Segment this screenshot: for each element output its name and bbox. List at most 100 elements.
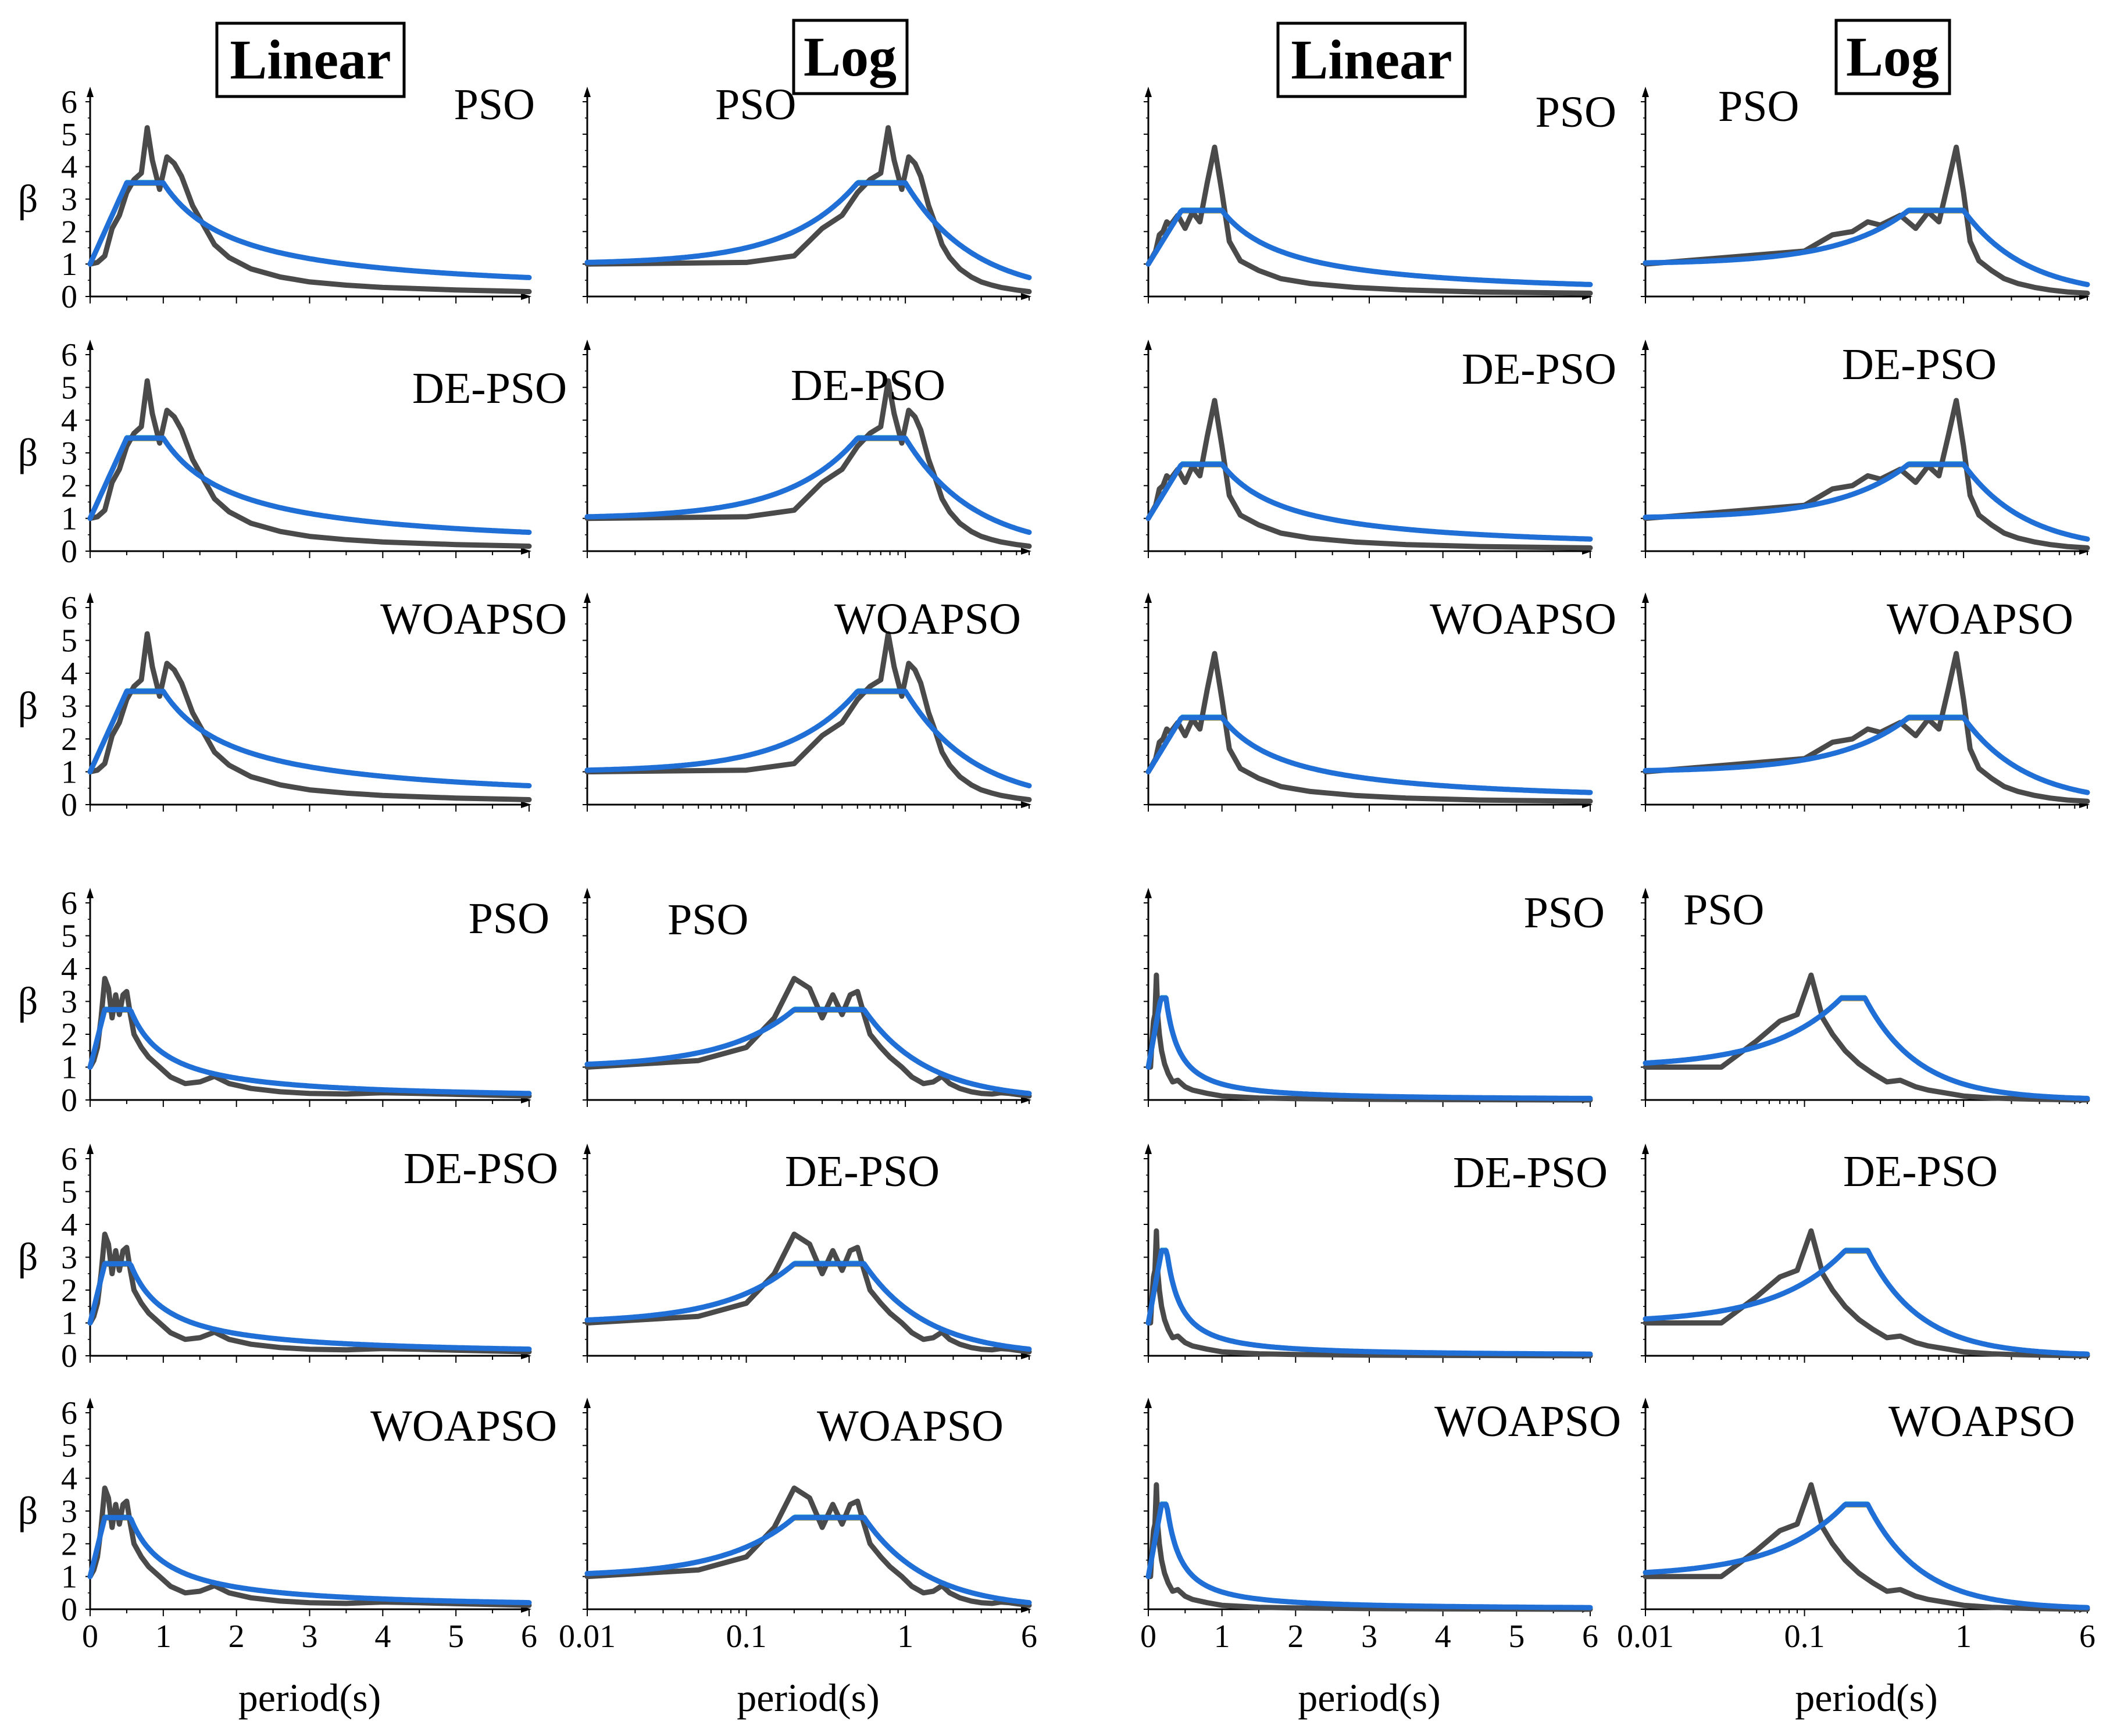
- y-axis-arrow: [584, 87, 591, 97]
- y-axis-title: β: [18, 430, 38, 474]
- y-tick-label: 0: [61, 1338, 77, 1374]
- y-tick-label: 3: [61, 984, 77, 1020]
- y-tick-label: 1: [61, 1050, 77, 1086]
- fit-spectrum-line: [1643, 715, 2090, 795]
- y-axis-arrow: [87, 592, 94, 603]
- y-tick-label: 3: [61, 1494, 77, 1530]
- panel: DE-PSO: [1641, 340, 2090, 558]
- y-tick-label: 0: [61, 534, 77, 570]
- y-axis-arrow: [1145, 340, 1152, 350]
- method-label: PSO: [715, 80, 796, 129]
- method-label: DE-PSO: [1843, 1147, 1998, 1196]
- method-label: WOAPSO: [1888, 1397, 2075, 1446]
- record-spectrum-line: [87, 378, 532, 549]
- fit-spectrum-line: [1145, 715, 1593, 795]
- panel: WOAPSO: [1144, 592, 1616, 812]
- record-spectrum-line: [1643, 1228, 2090, 1359]
- record-spectrum-line: [584, 1231, 1032, 1355]
- x-axis-title: period(s): [1298, 1676, 1440, 1720]
- method-label: PSO: [454, 80, 535, 129]
- fit-spectrum-line: [87, 180, 532, 280]
- x-tick-label: 0.01: [1617, 1619, 1674, 1655]
- fit-spectrum-line: [1643, 1502, 2090, 1610]
- x-axis-labels: 0 1 2 3 4 5 6 period(s) 0.01 0.1 1 6 period(s) 0 1 2 3 4 5…: [82, 1619, 2095, 1720]
- y-tick-label: 2: [61, 1017, 77, 1053]
- x-axis-arrow: [1021, 1606, 1031, 1613]
- y-tick-label: 6: [61, 84, 77, 120]
- header-log-right: Log: [1846, 26, 1939, 88]
- fit-spectrum-line: [584, 435, 1032, 535]
- panel: PSO: [583, 80, 1032, 303]
- record-spectrum-line: [1145, 144, 1593, 296]
- record-spectrum-line: [1643, 144, 2090, 296]
- y-axis-arrow: [1145, 888, 1152, 898]
- fit-spectrum-line: [87, 435, 532, 535]
- y-tick-label: 1: [61, 247, 77, 283]
- panel: DE-PSO: [1641, 1144, 2090, 1363]
- fit-spectrum-line: [1643, 208, 2090, 287]
- y-tick-label: 4: [61, 1207, 77, 1243]
- y-axis-arrow: [1642, 1144, 1649, 1154]
- y-axis-arrow: [1642, 87, 1649, 97]
- panel: WOAPSO: [1641, 1397, 2090, 1616]
- y-axis-arrow: [1145, 87, 1152, 97]
- fit-spectrum-line: [584, 180, 1032, 280]
- y-tick-label: 4: [61, 951, 77, 987]
- x-tick-label: 6: [2079, 1619, 2095, 1655]
- x-tick-label: 1: [1955, 1619, 1972, 1655]
- header-box-linear-right: [1276, 22, 1467, 98]
- method-label: PSO: [1718, 82, 1799, 131]
- record-spectrum-line: [87, 1231, 532, 1355]
- y-tick-label: 2: [61, 1526, 77, 1562]
- fit-spectrum-line: [584, 1261, 1032, 1352]
- y-axis-arrow: [1642, 1398, 1649, 1408]
- x-tick-label: 2: [229, 1619, 245, 1655]
- y-axis-arrow: [584, 888, 591, 898]
- method-label: WOAPSO: [817, 1402, 1004, 1451]
- header-linear-left: Linear: [230, 28, 391, 91]
- method-label: WOAPSO: [380, 595, 567, 644]
- header-log-left: Log: [804, 26, 897, 88]
- header-box-log-right: [1834, 19, 1951, 95]
- header-linear-right: Linear: [1291, 28, 1452, 91]
- y-tick-label: 6: [61, 1141, 77, 1177]
- x-axis-arrow: [1021, 1096, 1031, 1103]
- method-label: DE-PSO: [1842, 340, 1997, 389]
- x-tick-label: 3: [302, 1619, 318, 1655]
- y-axis-title: β: [18, 177, 38, 221]
- y-axis-arrow: [584, 1144, 591, 1154]
- y-axis-arrow: [584, 592, 591, 603]
- y-tick-label: 6: [61, 885, 77, 921]
- y-tick-label: 4: [61, 656, 77, 692]
- x-axis-arrow: [1021, 293, 1031, 300]
- x-tick-label: 1: [155, 1619, 172, 1655]
- panel: PSO: [1641, 82, 2090, 303]
- y-axis-arrow: [1145, 1144, 1152, 1154]
- panel: DE-PSO: [583, 1144, 1032, 1363]
- method-label: DE-PSO: [1453, 1148, 1608, 1197]
- y-axis-title: β: [18, 979, 38, 1023]
- column-headers: Linear Log Linear Log: [215, 19, 1951, 98]
- method-label: WOAPSO: [1887, 595, 2073, 644]
- x-tick-label: 0.01: [559, 1619, 616, 1655]
- fit-spectrum-line: [1643, 995, 2090, 1101]
- panel: PSO: [1144, 87, 1616, 303]
- x-tick-label: 4: [374, 1619, 391, 1655]
- y-axis-arrow: [87, 340, 94, 350]
- y-tick-label: 5: [61, 623, 77, 659]
- method-label: WOAPSO: [1434, 1397, 1621, 1446]
- fit-spectrum-line: [1145, 1248, 1593, 1357]
- x-tick-label: 2: [1287, 1619, 1304, 1655]
- y-tick-label: 5: [61, 1174, 77, 1210]
- panel: PSO: [1641, 885, 2090, 1107]
- x-tick-label: 6: [1021, 1619, 1037, 1655]
- method-label: WOAPSO: [370, 1402, 557, 1451]
- header-box-linear-left: [215, 22, 406, 98]
- panel: WOAPSO: [583, 592, 1032, 812]
- y-axis-arrow: [1145, 1398, 1152, 1408]
- y-axis-title: β: [18, 684, 38, 728]
- y-tick-label: 2: [61, 721, 77, 758]
